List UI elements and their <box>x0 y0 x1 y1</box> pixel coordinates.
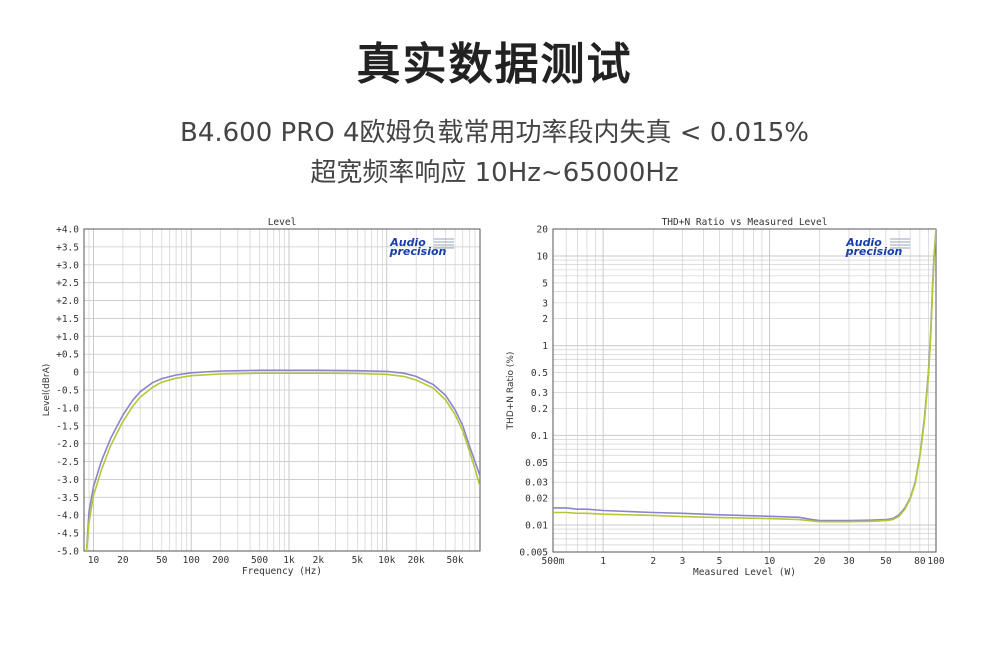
y-tick-label: 0.3 <box>531 388 548 399</box>
x-tick-label: 10 <box>764 556 776 567</box>
x-tick-label: 3 <box>680 556 686 567</box>
y-tick-label: +0.5 <box>56 350 79 361</box>
x-tick-label: 50 <box>880 556 892 567</box>
y-tick-label: -2.5 <box>56 457 79 468</box>
series-group <box>553 229 936 523</box>
x-tick-label: 30 <box>843 556 855 567</box>
y-tick-label: 0.2 <box>531 404 548 415</box>
y-tick-label: 20 <box>537 225 549 236</box>
y-tick-label: -0.5 <box>56 386 79 397</box>
y-axis-label: THD+N Ratio (%) <box>506 352 516 431</box>
y-tick-label: 5 <box>542 278 548 289</box>
x-tick-label: 20k <box>408 555 425 566</box>
y-tick-label: -4.0 <box>56 511 79 522</box>
y-tick-label: -3.0 <box>56 475 79 486</box>
plot-border <box>83 228 481 552</box>
series-group <box>85 369 480 551</box>
y-tick-label: -1.5 <box>56 421 79 432</box>
y-tick-label: +1.5 <box>56 314 79 325</box>
page-title: 真实数据测试 <box>356 39 633 90</box>
x-tick-label: 500 <box>251 555 268 566</box>
y-tick-label: 2 <box>542 314 548 325</box>
y-tick-label: -2.0 <box>56 439 79 450</box>
logo-word-precision: precision <box>389 245 447 258</box>
y-tick-label: 0.5 <box>531 368 548 379</box>
y-tick-label: -5.0 <box>56 547 79 558</box>
page-subtitle-distortion: B4.600 PRO 4欧姆负载常用功率段内失真 < 0.015% <box>179 118 809 148</box>
x-axis-label: Frequency (Hz) <box>242 566 322 577</box>
logo-word-audio: Audio <box>845 236 882 249</box>
series-line-purple <box>85 369 480 551</box>
y-tick-label: 1 <box>542 341 548 352</box>
x-tick-label: 2k <box>313 555 325 566</box>
y-tick-label: 0.05 <box>525 458 548 469</box>
x-tick-label: 5 <box>717 556 723 567</box>
plot-grid <box>552 228 937 553</box>
y-axis-label: Level(dBrA) <box>42 364 52 417</box>
y-tick-label: 0.01 <box>525 521 548 532</box>
series-line-green <box>85 372 480 551</box>
chart-title: Level <box>268 217 297 228</box>
y-tick-label: +1.0 <box>56 332 79 343</box>
chart-title: THD+N Ratio vs Measured Level <box>662 217 828 228</box>
y-tick-label: -3.5 <box>56 493 79 504</box>
y-tick-label: +3.5 <box>56 242 79 253</box>
y-tick-label: 0.03 <box>525 478 548 489</box>
y-tick-label: -4.5 <box>56 529 79 540</box>
thdn-chart: 500m 1 2 3 5 10 20 30 50 80 100 20 10 5 3 2 1 0.5 0.3 0.2 0.… <box>506 217 945 578</box>
y-tick-label: -1.0 <box>56 403 79 414</box>
y-tick-label: +4.0 <box>56 225 79 236</box>
page-subtitle-frequency: 超宽频率响应 10Hz~65000Hz <box>310 158 679 188</box>
x-axis-label: Measured Level (W) <box>693 567 796 578</box>
y-tick-label: 0.005 <box>519 548 548 559</box>
plot-border <box>552 228 937 553</box>
y-tick-label: +2.0 <box>56 296 79 307</box>
x-tick-label: 10 <box>88 555 100 566</box>
x-tick-label: 200 <box>212 555 229 566</box>
x-tick-label: 10k <box>378 555 395 566</box>
y-tick-label: 0 <box>73 368 79 379</box>
y-tick-label: 0.02 <box>525 494 548 505</box>
x-tick-label: 5k <box>352 555 364 566</box>
x-tick-label: 2 <box>650 556 656 567</box>
x-tick-label: 20 <box>117 555 129 566</box>
x-tick-label: 1k <box>283 555 295 566</box>
logo-word-precision: precision <box>845 245 903 258</box>
x-tick-label: 100 <box>927 556 944 567</box>
level-chart: 10 20 50 100 200 500 1k 2k 5k 10k 20k 50k +4.0 +3.5 +3… <box>42 217 481 577</box>
y-tick-label: 10 <box>537 251 549 262</box>
x-tick-label: 50 <box>156 555 168 566</box>
y-tick-label: 0.1 <box>531 431 548 442</box>
x-tick-label: 50k <box>446 555 463 566</box>
y-tick-label: 3 <box>542 298 548 309</box>
series-line-purple <box>553 229 936 522</box>
x-tick-label: 100 <box>183 555 200 566</box>
x-tick-label: 1 <box>600 556 606 567</box>
x-tick-label: 20 <box>814 556 826 567</box>
x-tick-label: 80 <box>914 556 926 567</box>
series-line-green <box>553 229 936 523</box>
x-tick-label: 500m <box>542 556 565 567</box>
y-tick-label: +3.0 <box>56 260 79 271</box>
logo-word-audio: Audio <box>389 236 426 249</box>
y-tick-label: +2.5 <box>56 278 79 289</box>
